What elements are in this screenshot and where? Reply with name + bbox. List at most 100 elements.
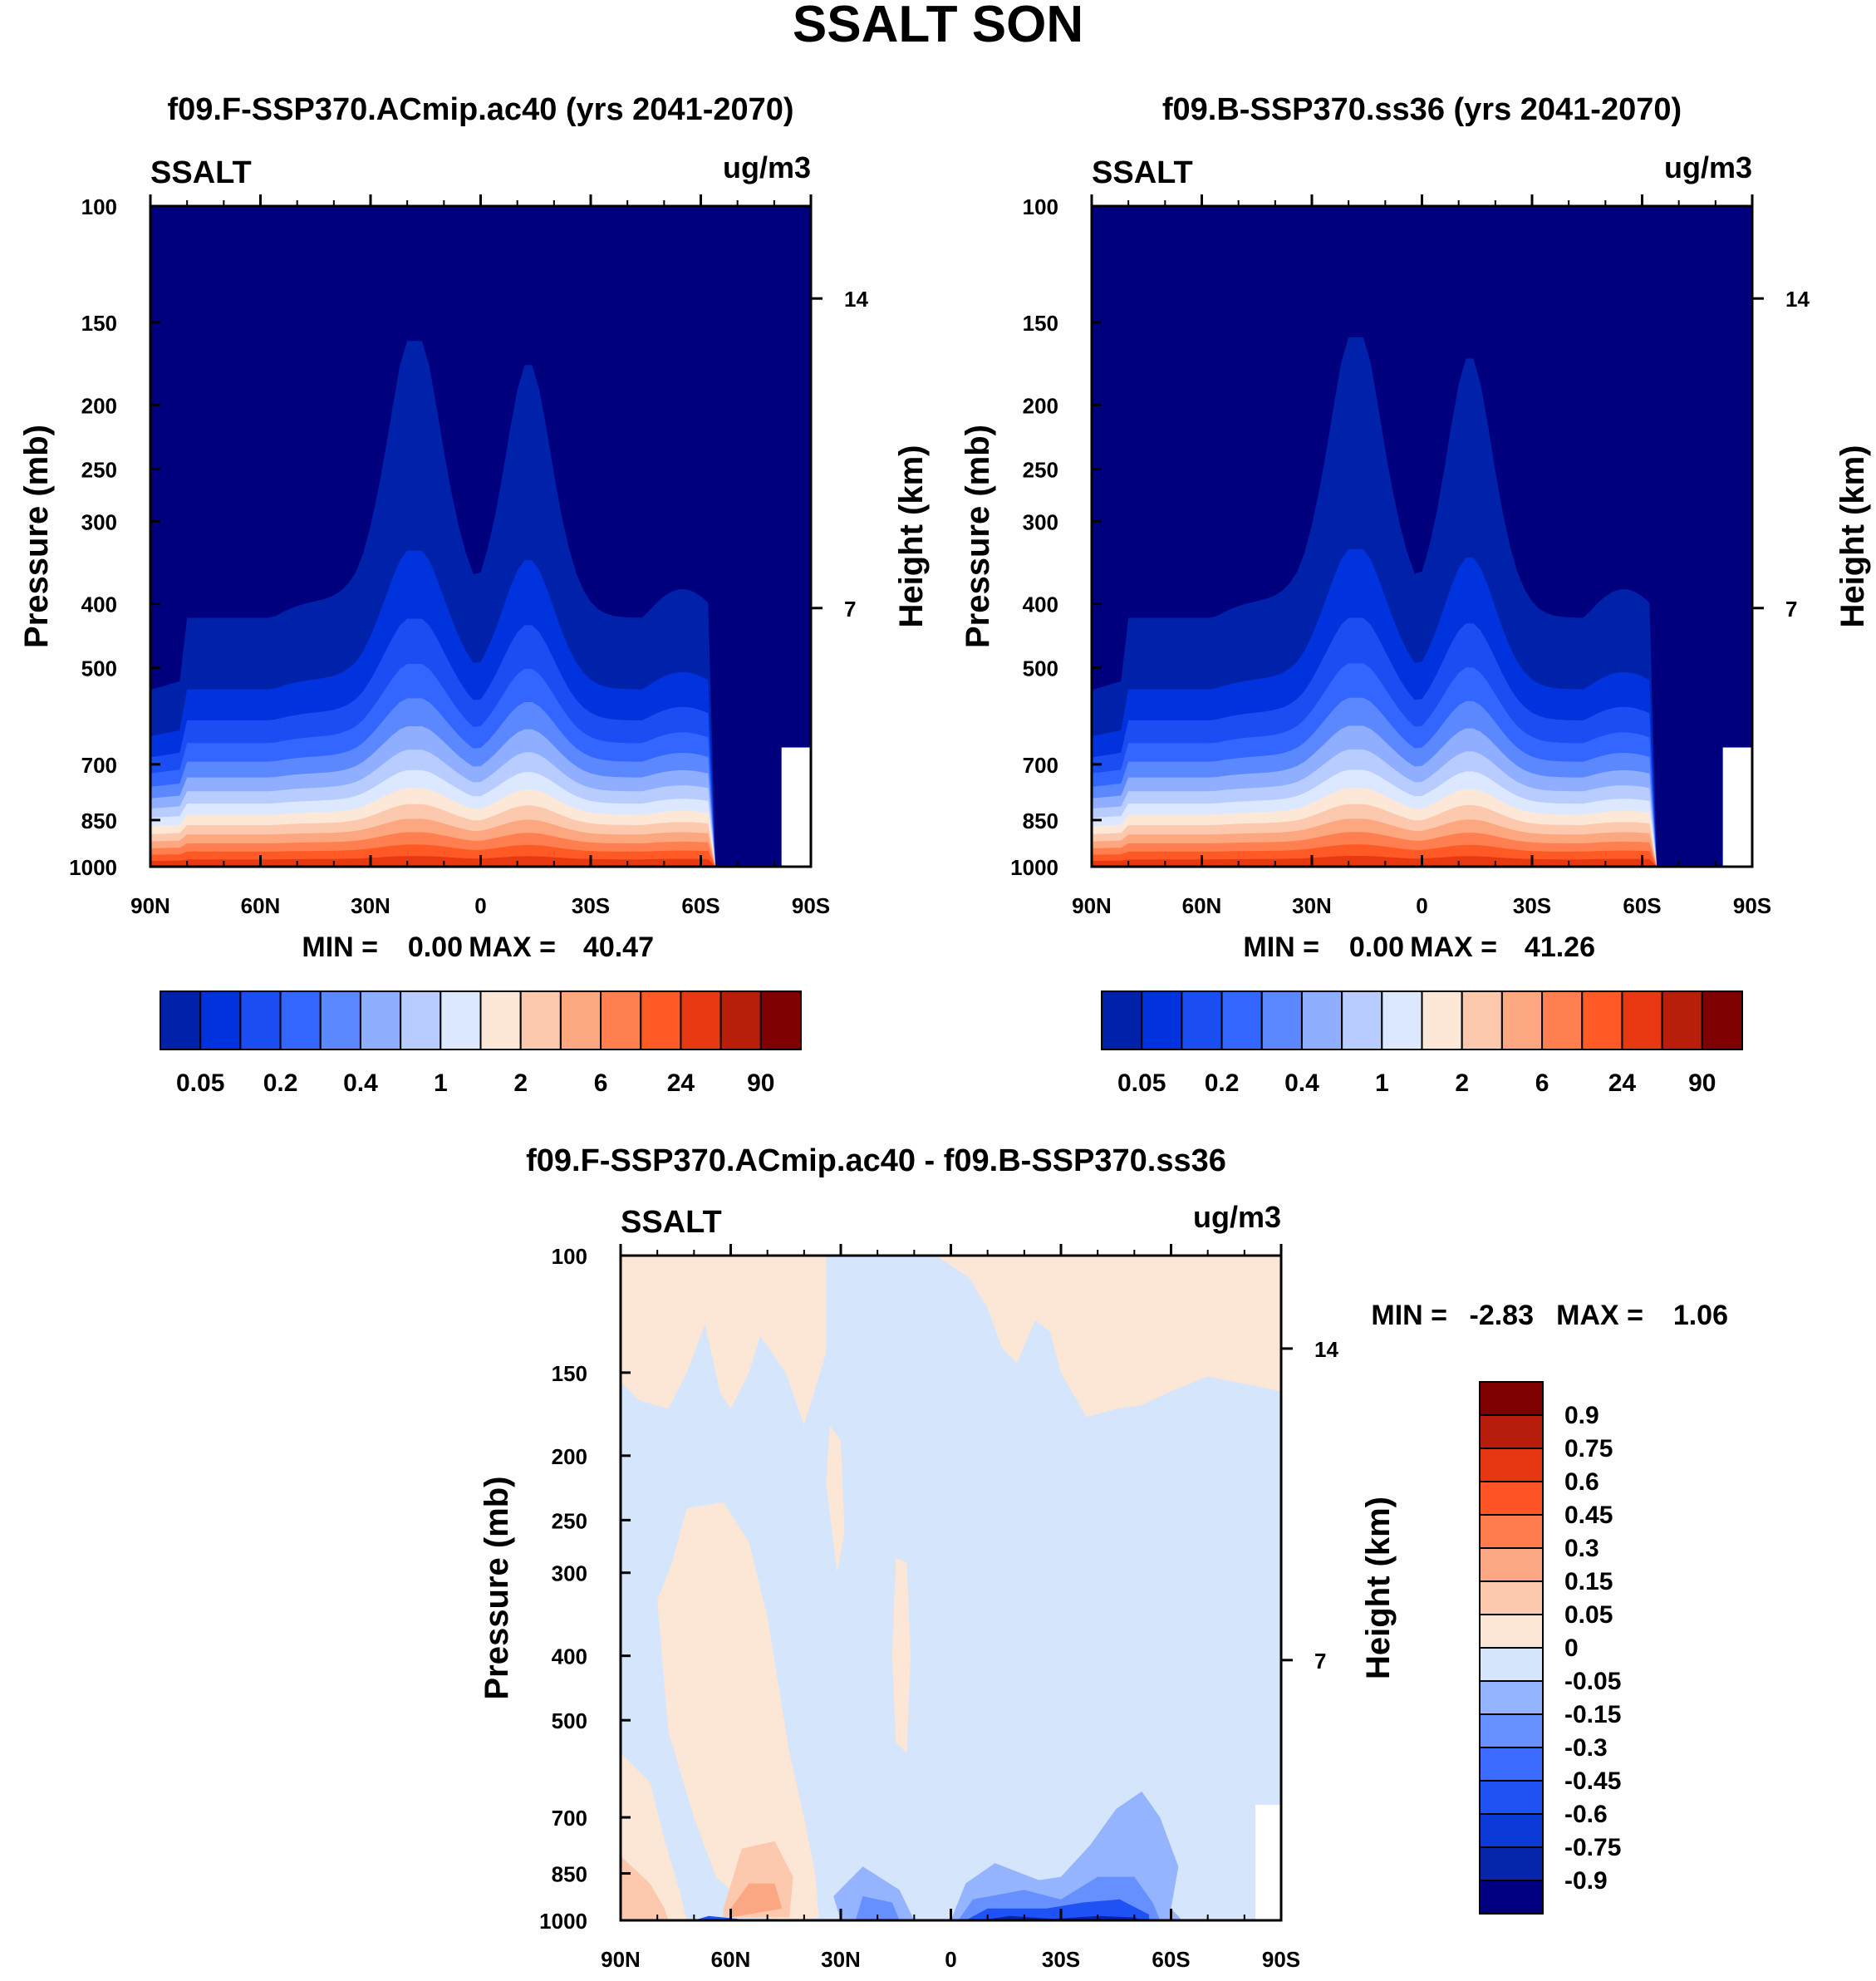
- x-tick-label: 0: [1416, 893, 1427, 918]
- colorbar-label: 1: [434, 1069, 448, 1097]
- y-tick-label: 250: [552, 1508, 587, 1533]
- contour-band: [730, 1883, 783, 1918]
- y-axis-label: Pressure (mb): [18, 425, 55, 648]
- y-tick-label: 500: [552, 1708, 587, 1733]
- colorbar-label: -0.3: [1564, 1734, 1608, 1762]
- contour-band: [965, 1899, 1149, 1920]
- colorbar-label: 90: [1688, 1069, 1716, 1097]
- colorbar-box: [1300, 990, 1343, 1050]
- colorbar-box: [1479, 1880, 1544, 1915]
- contour-band: [621, 1856, 669, 1920]
- y-tick-label: 250: [1023, 457, 1058, 482]
- colorbar-box: [1141, 990, 1183, 1050]
- left-string: SSALT: [150, 155, 252, 190]
- contour-band: [855, 1896, 900, 1920]
- height-tick-label: 14: [1314, 1337, 1338, 1362]
- colorbar-box: [1461, 990, 1503, 1050]
- y-tick-label: 300: [81, 509, 117, 534]
- y-tick-label: 300: [1023, 509, 1058, 534]
- y-tick-label: 400: [552, 1644, 587, 1669]
- colorbar-label: 0.4: [1284, 1069, 1319, 1097]
- colorbar-box: [1421, 990, 1463, 1050]
- colorbar-box: [680, 990, 722, 1050]
- colorbar-box: [400, 990, 442, 1050]
- panel-model-a: 100 150 200 250 300 400 500 700 850 1000 14 7 90N 60N…: [18, 92, 930, 1097]
- colorbar-box: [1479, 1481, 1544, 1516]
- left-string: SSALT: [621, 1205, 722, 1240]
- colorbar-box: [1661, 990, 1703, 1050]
- colorbar-box: [1479, 1680, 1544, 1715]
- panel-model-b: 100 150 200 250 300 400 500 700 850 1000 14 7 90N 60N…: [960, 92, 1871, 1097]
- colorbar-label: 2: [513, 1069, 528, 1097]
- colorbar-box: [239, 990, 282, 1050]
- x-tick-label: 90N: [601, 1947, 641, 1972]
- contour-band: [891, 1557, 911, 1753]
- colorbar-box: [1581, 990, 1623, 1050]
- y-tick-label: 850: [552, 1862, 587, 1887]
- x-tick-label: 90N: [130, 893, 170, 918]
- y-tick-label: 850: [81, 809, 117, 833]
- colorbar-label: 1: [1375, 1069, 1389, 1097]
- missing-region: [1255, 1804, 1281, 1920]
- colorbar-box: [719, 990, 762, 1050]
- y-tick-label: 150: [1023, 311, 1058, 336]
- max-value: 1.06: [1673, 1300, 1728, 1331]
- x-tick-label: 60N: [241, 893, 281, 918]
- colorbar-label: 0.15: [1564, 1568, 1613, 1595]
- min-label: MIN =: [302, 932, 378, 963]
- colorbar-box: [1701, 990, 1743, 1050]
- plot-area: [621, 1256, 1281, 1920]
- min-value: 0.00: [408, 932, 463, 963]
- x-tick-label: 0: [474, 893, 486, 918]
- max-label: MAX =: [469, 932, 556, 963]
- colorbar-label: -0.45: [1564, 1767, 1621, 1795]
- x-tick-label: 60S: [1623, 893, 1661, 918]
- colorbar-label: 0.45: [1564, 1502, 1613, 1529]
- colorbar-box: [1260, 990, 1303, 1050]
- colorbar-box: [319, 990, 361, 1050]
- colorbar-box: [199, 990, 242, 1050]
- colorbar-box: [279, 990, 322, 1050]
- x-tick-label: 30N: [1292, 893, 1332, 918]
- colorbar-label: 0.05: [1564, 1601, 1613, 1629]
- y-tick-label: 200: [81, 393, 117, 418]
- colorbar-box: [1479, 1780, 1544, 1815]
- height-tick-label: 14: [844, 287, 868, 312]
- contour-band: [936, 1256, 1281, 1418]
- x-tick-label: 30S: [572, 893, 610, 918]
- colorbar-box: [1220, 990, 1263, 1050]
- panel-difference: 100 150 200 250 300 400 500 700 850 1000 14 7 90N 60N…: [479, 1143, 1728, 1972]
- x-tick-label: 30S: [1042, 1947, 1080, 1972]
- colorbar-label: 0.05: [1117, 1069, 1166, 1097]
- y-tick-label: 250: [81, 457, 117, 482]
- y-tick-label: 1000: [69, 855, 117, 880]
- x-tick-label: 30N: [821, 1947, 861, 1972]
- colorbar-label: -0.75: [1564, 1834, 1621, 1861]
- colorbar-box: [1479, 1713, 1544, 1748]
- plot-area: [1092, 206, 1752, 867]
- missing-region: [1722, 747, 1752, 867]
- colorbar-label: 0.75: [1564, 1435, 1613, 1462]
- colorbar-box: [519, 990, 562, 1050]
- y-tick-label: 850: [1023, 809, 1058, 833]
- y-tick-label: 700: [81, 753, 117, 778]
- colorbar-box: [160, 990, 202, 1050]
- right-axis-label: Height (km): [893, 445, 930, 628]
- y-tick-label: 1000: [539, 1909, 587, 1934]
- height-tick-label: 7: [1314, 1649, 1326, 1674]
- colorbar-box: [1541, 990, 1584, 1050]
- contour-band: [621, 1256, 827, 1426]
- colorbar-label: 0.3: [1564, 1535, 1599, 1562]
- y-tick-label: 200: [1023, 393, 1058, 418]
- colorbar-box: [1479, 1580, 1544, 1615]
- panel-title: f09.B-SSP370.ss36 (yrs 2041-2070): [1162, 92, 1682, 127]
- colorbar-label: 0.9: [1564, 1402, 1599, 1429]
- colorbar-box: [759, 990, 802, 1050]
- colorbar-label: -0.9: [1564, 1867, 1608, 1895]
- max-label: MAX =: [1556, 1300, 1643, 1331]
- y-tick-label: 300: [552, 1561, 587, 1586]
- colorbar-box: [479, 990, 522, 1050]
- colorbar-label: 0.2: [263, 1069, 298, 1097]
- y-tick-label: 700: [552, 1806, 587, 1831]
